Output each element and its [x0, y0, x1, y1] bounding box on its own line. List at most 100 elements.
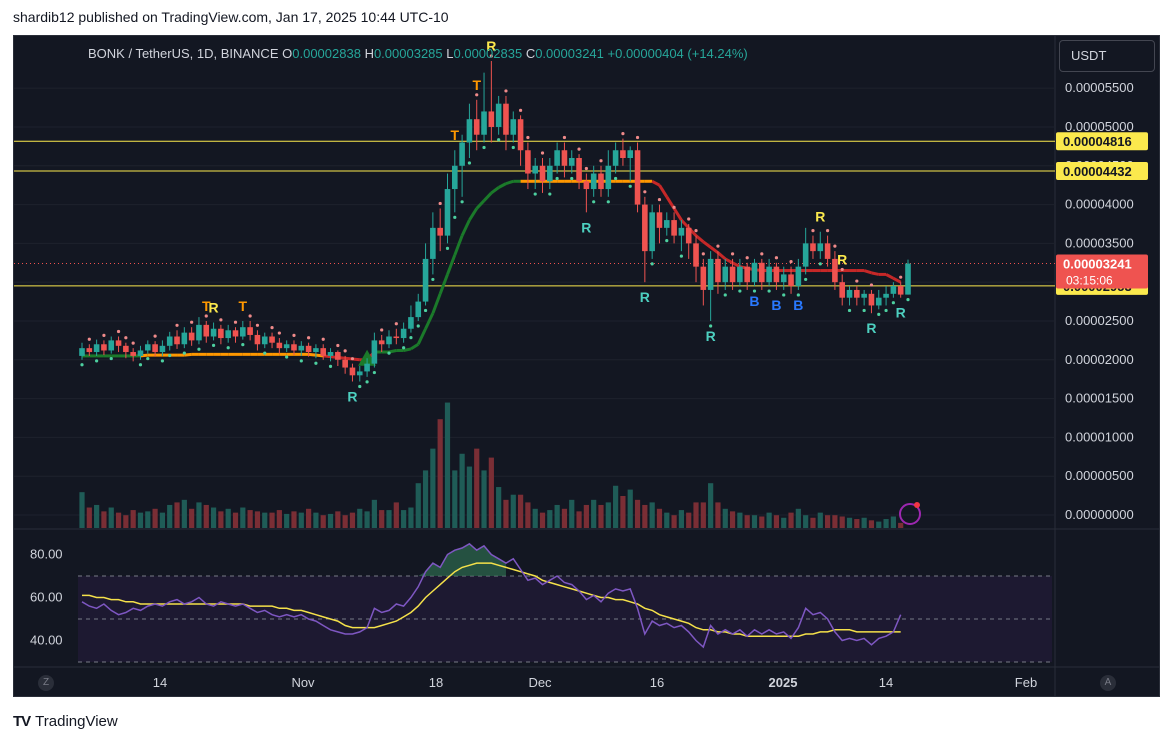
level-price-tag — [1056, 132, 1148, 151]
signal-dot — [657, 197, 662, 202]
signal-dot — [518, 108, 523, 112]
volume-bar — [232, 512, 239, 528]
volume-bar — [613, 485, 619, 528]
trail-stop-segment — [482, 191, 493, 202]
candle-body — [254, 334, 261, 345]
candle-body — [364, 363, 370, 372]
signal-dot — [891, 301, 895, 305]
last-price-label: 0.00003241 — [1063, 256, 1132, 271]
volume-bar — [196, 502, 202, 528]
signal-dot — [248, 314, 252, 318]
volume-bar — [890, 516, 896, 528]
signal-dot — [416, 324, 420, 328]
candle-body — [729, 266, 736, 283]
candle-body — [473, 119, 480, 135]
candle-body — [663, 220, 670, 228]
signal-dot — [328, 364, 333, 368]
signal-dot — [899, 275, 903, 279]
signal-dot — [482, 145, 486, 150]
signal-label: R — [486, 38, 496, 54]
level-price-label: 0.00004432 — [1063, 164, 1132, 179]
volume-bar — [276, 510, 282, 528]
signal-dot — [116, 329, 121, 334]
volume-bar — [810, 517, 816, 528]
time-tick-label: 16 — [650, 675, 664, 690]
volume-bar — [298, 512, 304, 528]
signal-dot — [884, 308, 888, 313]
volume-bar — [839, 516, 845, 528]
volume-bar — [700, 502, 706, 528]
signal-dot — [87, 337, 91, 341]
signal-dot — [204, 314, 208, 318]
candle-body — [766, 266, 772, 283]
volume-bar — [598, 504, 604, 528]
volume-bar — [306, 508, 312, 528]
volume-bar — [189, 508, 195, 528]
candle-body — [430, 227, 436, 259]
signal-dot — [730, 252, 735, 256]
candle-body — [451, 165, 458, 190]
trail-stop-segment — [497, 182, 507, 189]
volume-bar — [167, 504, 173, 528]
signal-dot — [533, 192, 537, 196]
candle-body — [612, 150, 619, 166]
candle-body — [620, 150, 626, 159]
signal-dot — [182, 351, 186, 355]
volume-bar — [708, 483, 714, 528]
signal-dot — [190, 320, 194, 324]
volume-bar — [671, 515, 677, 528]
time-tick-label: Feb — [1015, 675, 1037, 690]
volume-bar — [715, 502, 721, 528]
price-tick-label: 0.00004000 — [1065, 197, 1134, 212]
close-label: C — [525, 46, 536, 61]
currency-button[interactable]: USDT — [1059, 40, 1155, 72]
candle-body — [437, 227, 443, 236]
candle-body — [810, 243, 816, 252]
volume-bar — [364, 511, 370, 528]
candle-body — [210, 328, 217, 337]
trail-stop-segment — [453, 235, 464, 256]
trail-stop-segment — [724, 257, 734, 265]
signal-dot — [789, 260, 793, 264]
time-tick-label: Dec — [528, 675, 552, 690]
signal-dot — [679, 254, 683, 258]
signal-dot — [102, 333, 106, 337]
signal-dot — [614, 176, 618, 181]
countdown-label: 03:15:06 — [1066, 273, 1113, 287]
volume-bar — [620, 496, 626, 528]
signal-dot — [906, 297, 910, 302]
symbol-label[interactable]: BONK / TetherUS, 1D, BINANCE — [88, 46, 279, 61]
signal-dot — [833, 244, 837, 248]
reset-zoom-button[interactable]: Z — [38, 675, 54, 691]
auto-scale-button[interactable]: A — [1100, 675, 1116, 691]
volume-bar — [357, 508, 363, 528]
volume-bar — [729, 511, 736, 528]
signal-dot — [475, 93, 479, 97]
volume-bar — [634, 499, 641, 528]
candle-body — [722, 266, 729, 283]
candle-body — [283, 344, 290, 349]
signal-dot — [423, 308, 428, 313]
signal-dot — [635, 135, 640, 140]
signal-dot — [299, 359, 303, 363]
candle-body — [656, 212, 663, 228]
signal-dot — [577, 147, 581, 151]
signal-dot — [292, 333, 296, 337]
signal-dot — [270, 326, 274, 330]
volume-bar — [503, 499, 509, 528]
volume-bar — [824, 515, 831, 528]
volume-bar — [313, 512, 319, 528]
trail-stop-segment — [475, 199, 486, 210]
trail-stop-segment — [651, 179, 661, 187]
candle-body — [503, 103, 509, 135]
trail-stop-segment — [468, 207, 478, 221]
volume-bar — [817, 512, 823, 528]
volume-bar — [415, 483, 421, 528]
volume-bar — [781, 517, 787, 528]
trail-stop-segment — [431, 293, 442, 314]
volume-bar — [327, 513, 334, 528]
signal-dot — [782, 293, 786, 297]
candle-body — [583, 181, 590, 190]
volume-bar — [868, 520, 875, 528]
